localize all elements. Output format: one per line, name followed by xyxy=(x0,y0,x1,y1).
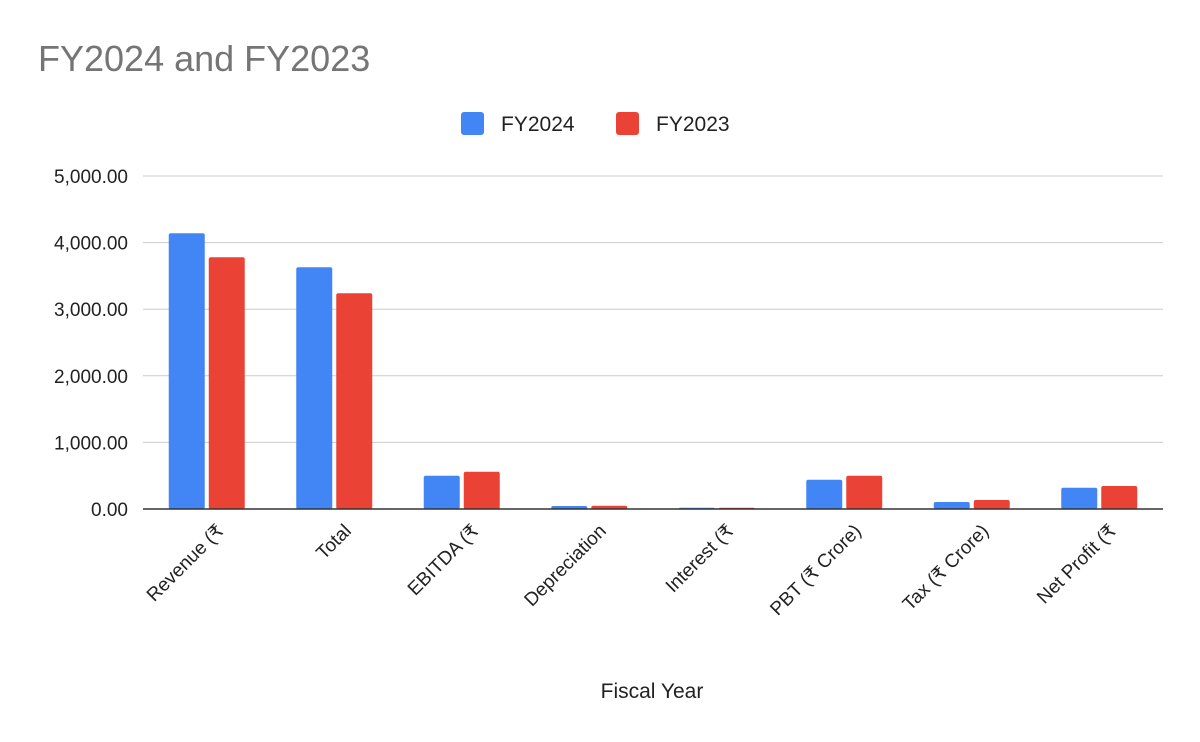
y-tick-label: 3,000.00 xyxy=(54,300,128,321)
x-tick-label: EBITDA (₹ xyxy=(404,521,483,600)
bar-fy2024 xyxy=(296,267,333,509)
y-tick-label: 4,000.00 xyxy=(54,234,128,255)
x-tick-label: Net Profit (₹ xyxy=(1033,521,1121,609)
bar-fy2023 xyxy=(846,475,883,509)
bar-fy2023 xyxy=(973,500,1010,509)
bar-fy2024 xyxy=(1061,487,1098,509)
legend-swatch xyxy=(461,112,484,135)
y-tick-label: 5,000.00 xyxy=(54,167,128,188)
x-tick-label: PBT (₹ Crore) xyxy=(766,521,865,620)
y-tick-label: 1,000.00 xyxy=(54,433,128,454)
bar-fy2023 xyxy=(208,257,245,509)
y-tick-label: 0.00 xyxy=(91,500,128,521)
bar-fy2024 xyxy=(933,502,970,509)
legend-label: FY2023 xyxy=(656,113,730,136)
bars xyxy=(168,233,1138,509)
bar-fy2023 xyxy=(591,505,628,509)
y-tick-label: 2,000.00 xyxy=(54,367,128,388)
legend-label: FY2024 xyxy=(501,113,575,136)
x-tick-label: Revenue (₹ xyxy=(143,521,228,606)
bar-fy2023 xyxy=(463,471,500,509)
bar-fy2024 xyxy=(168,233,205,509)
x-axis-title: Fiscal Year xyxy=(601,680,704,703)
x-tick-label: Tax (₹ Crore) xyxy=(899,521,993,615)
bar-fy2023 xyxy=(1101,486,1138,509)
bar-fy2024 xyxy=(806,479,843,509)
legend: FY2024 FY2023 xyxy=(461,112,730,136)
x-axis-ticks: Revenue (₹ Total EBITDA (₹ Depreciation Inte… xyxy=(143,521,1121,620)
chart-title: FY2024 and FY2023 xyxy=(38,38,371,79)
x-tick-label: Depreciation xyxy=(521,521,611,611)
y-axis-ticks: 0.00 1,000.00 2,000.00 3,000.00 4,000.00 5,00… xyxy=(54,167,128,521)
legend-swatch xyxy=(616,112,639,135)
x-tick-label: Total xyxy=(313,521,356,564)
bar-fy2023 xyxy=(336,293,373,509)
bar-fy2024 xyxy=(423,475,460,509)
x-tick-label: Interest (₹ xyxy=(662,521,738,597)
gridlines xyxy=(143,175,1163,443)
